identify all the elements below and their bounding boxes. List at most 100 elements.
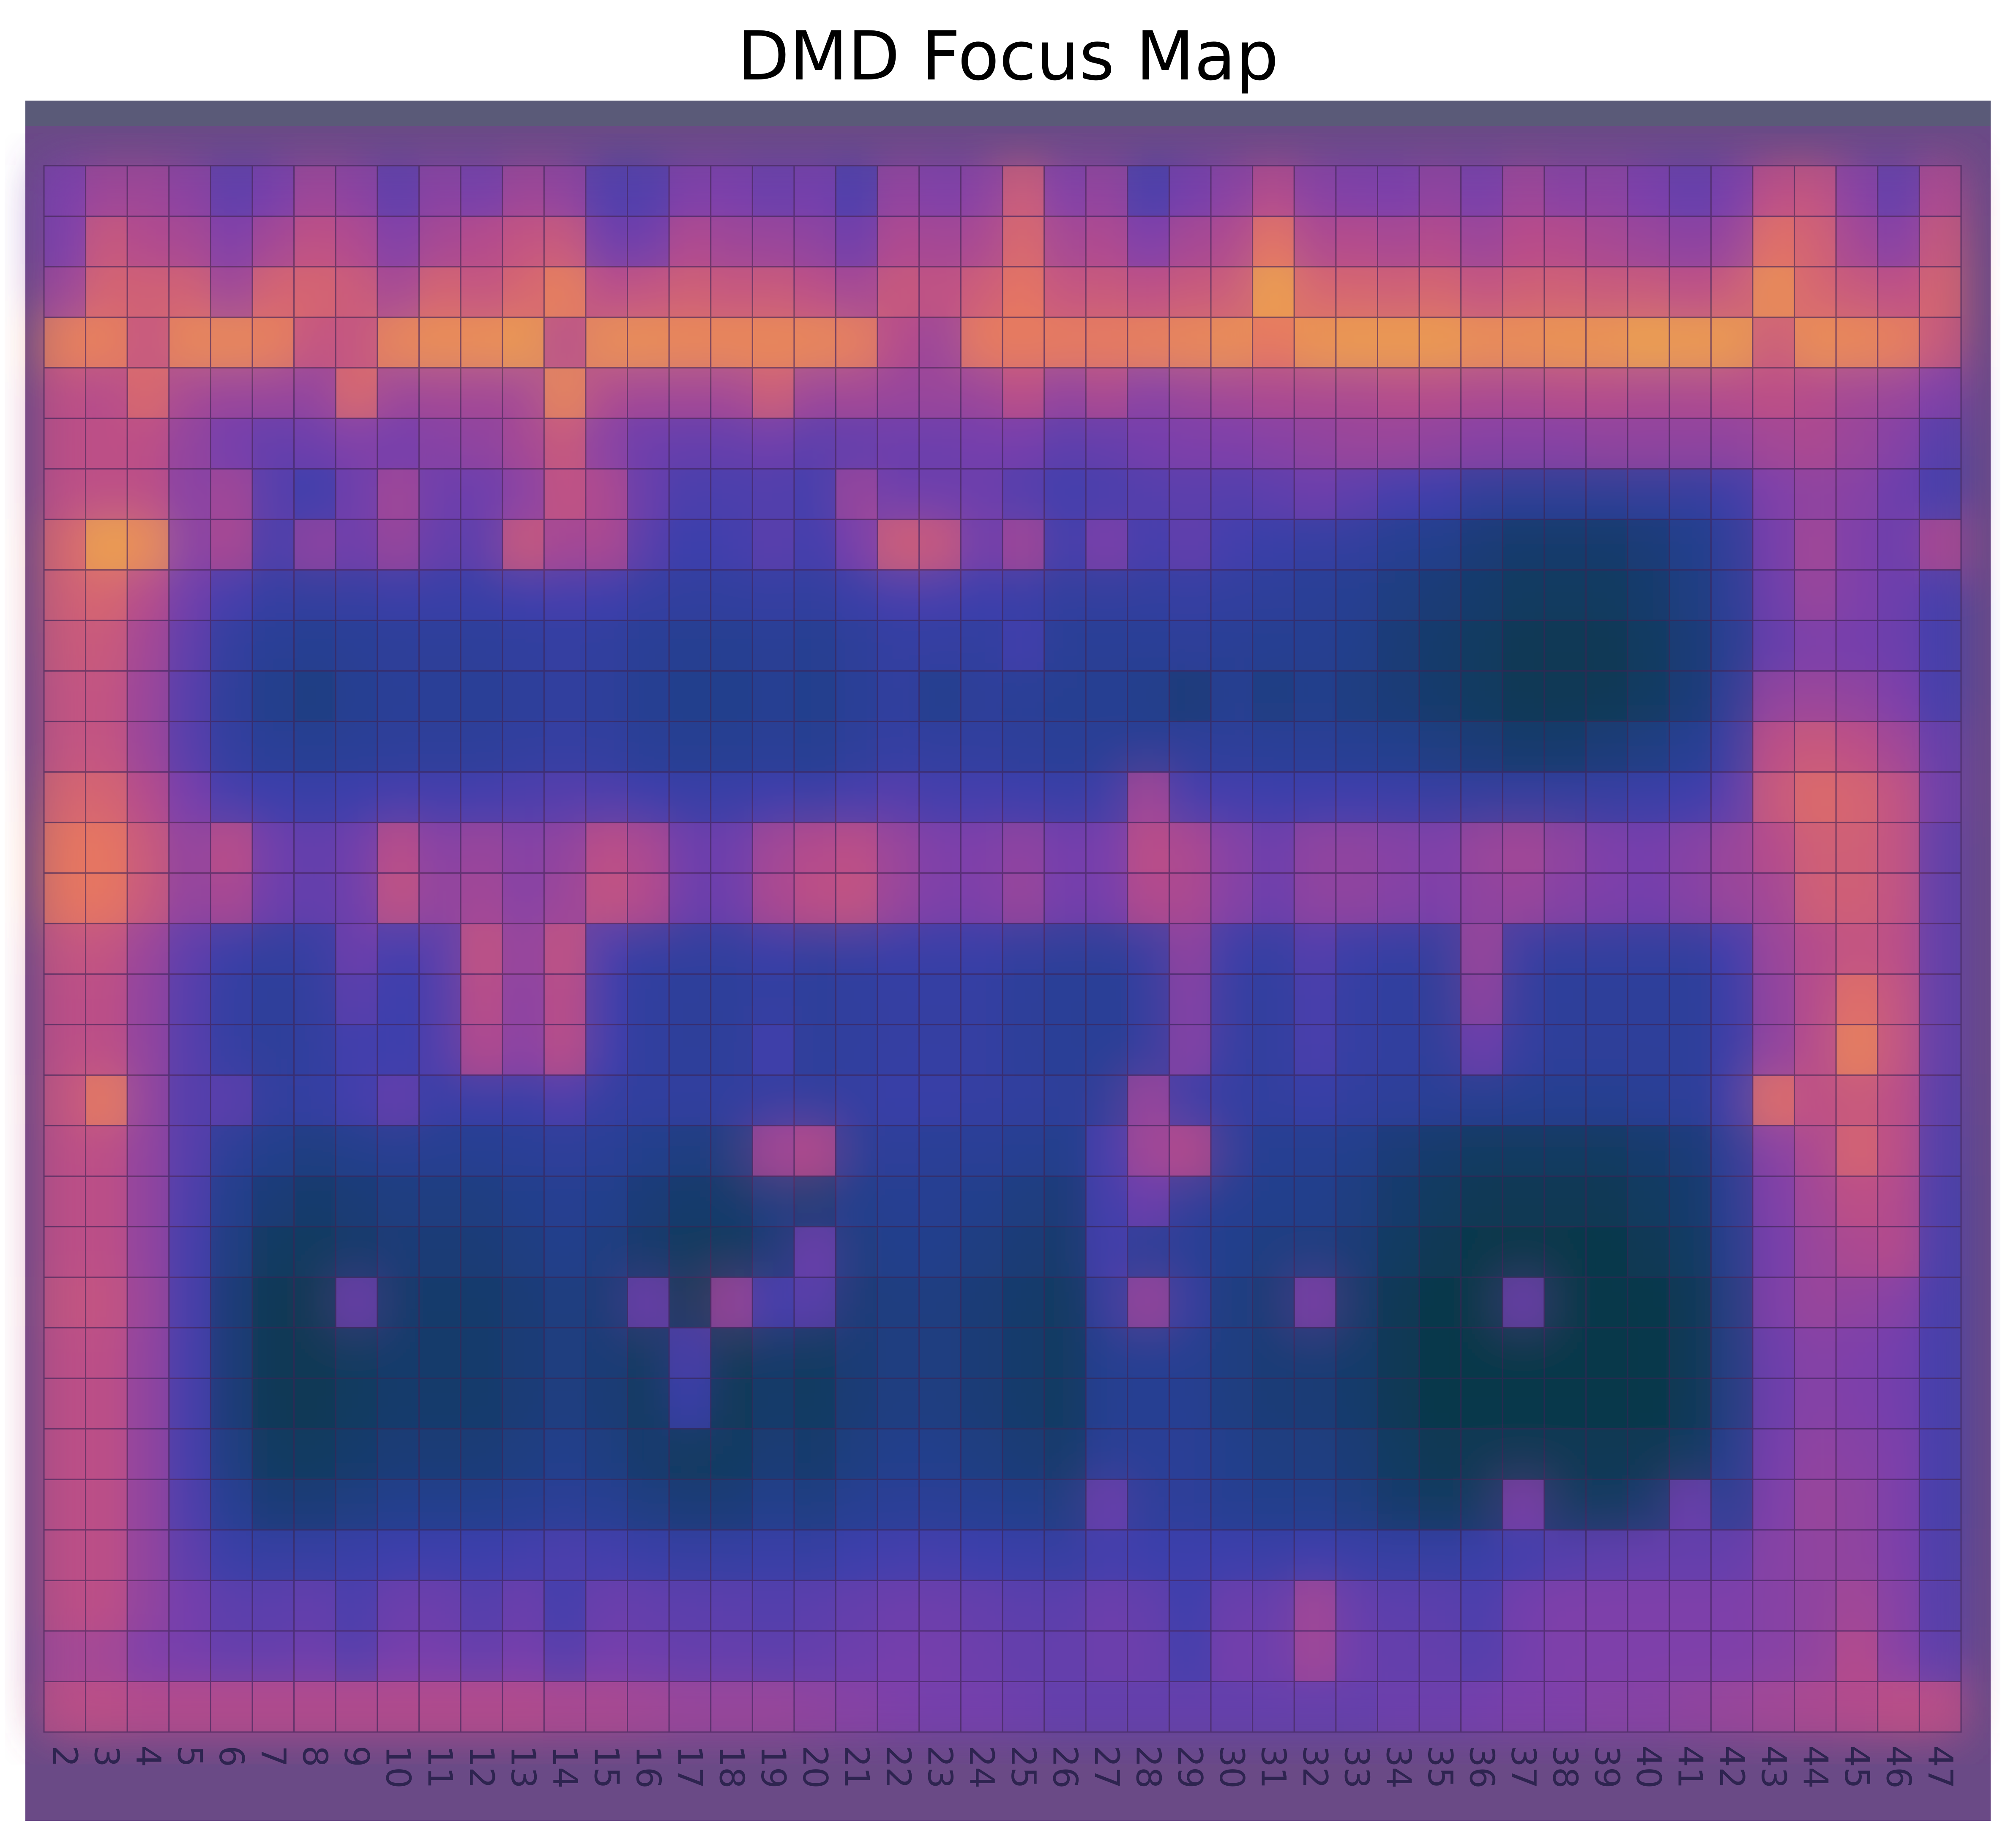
heatmap-cell: [251, 1377, 295, 1430]
heatmap-cell: [877, 923, 920, 975]
heatmap-cell: [710, 266, 753, 318]
heatmap-cell: [793, 1579, 837, 1632]
heatmap-cell: [1127, 1175, 1170, 1228]
heatmap-cell: [835, 923, 878, 975]
heatmap-cell: [668, 620, 712, 672]
heatmap-cell: [1335, 1529, 1378, 1581]
heatmap-cell: [1585, 1327, 1628, 1379]
heatmap-cell: [1794, 519, 1837, 571]
heatmap-cell: [168, 721, 211, 773]
heatmap-cell: [751, 1529, 795, 1581]
heatmap-cell: [1127, 1327, 1170, 1379]
heatmap-cell: [1293, 822, 1337, 874]
heatmap-cell: [43, 1478, 87, 1531]
heatmap-cell: [418, 468, 462, 520]
heatmap-cell: [751, 923, 795, 975]
heatmap-cell: [1252, 165, 1295, 217]
heatmap-cell: [1835, 771, 1879, 823]
heatmap-cell: [1794, 1125, 1837, 1177]
heatmap-cell: [1127, 266, 1170, 318]
heatmap-cell: [1710, 569, 1754, 621]
heatmap-cell: [960, 1125, 1003, 1177]
heatmap-cell: [1877, 266, 1920, 318]
heatmap-cell: [418, 165, 462, 217]
heatmap-cell: [460, 216, 503, 268]
heatmap-cell: [1627, 1226, 1670, 1278]
heatmap-cell: [627, 1024, 670, 1076]
heatmap-cell: [1794, 771, 1837, 823]
heatmap-cell: [1418, 216, 1462, 268]
heatmap-cell: [1044, 216, 1087, 268]
heatmap-cell: [1710, 1226, 1754, 1278]
heatmap-cell: [251, 165, 295, 217]
heatmap-cell: [918, 670, 962, 722]
heatmap-cell: [1752, 1327, 1795, 1379]
heatmap-cell: [1002, 418, 1045, 470]
heatmap-cell: [627, 266, 670, 318]
heatmap-cell: [418, 266, 462, 318]
heatmap-cell: [1293, 1630, 1337, 1682]
heatmap-cell: [1377, 923, 1420, 975]
heatmap-cell: [793, 670, 837, 722]
heatmap-cell: [1252, 1125, 1295, 1177]
heatmap-cell: [1377, 418, 1420, 470]
heatmap-cell: [1335, 367, 1378, 419]
heatmap-cell: [126, 1226, 170, 1278]
heatmap-cell: [793, 1630, 837, 1682]
heatmap-cell: [751, 620, 795, 672]
heatmap-cell: [835, 1074, 878, 1126]
heatmap-cell: [210, 216, 253, 268]
heatmap-cell: [377, 1377, 420, 1430]
heatmap-cell: [1377, 1377, 1420, 1430]
heatmap-cell: [1752, 1276, 1795, 1329]
heatmap-cell: [1085, 317, 1128, 369]
heatmap-cell: [1335, 1630, 1378, 1682]
heatmap-cell: [1252, 1529, 1295, 1581]
heatmap-cell: [418, 519, 462, 571]
heatmap-cell: [377, 872, 420, 924]
heatmap-cell: [543, 1680, 587, 1733]
heatmap-cell: [1710, 1074, 1754, 1126]
heatmap-cell: [1418, 1074, 1462, 1126]
heatmap-cell: [1794, 569, 1837, 621]
heatmap-cell: [1669, 923, 1712, 975]
heatmap-cell: [751, 1175, 795, 1228]
heatmap-cell: [460, 1478, 503, 1531]
heatmap-cell: [1918, 216, 1962, 268]
heatmap-cell: [1918, 1327, 1962, 1379]
heatmap-cell: [835, 266, 878, 318]
heatmap-cell: [1002, 216, 1045, 268]
heatmap-cell: [1835, 1327, 1879, 1379]
heatmap-cell: [1752, 367, 1795, 419]
heatmap-cell: [1918, 569, 1962, 621]
x-tick-label: 43: [1754, 1746, 1793, 1789]
heatmap-cell: [1877, 569, 1920, 621]
heatmap-cell: [835, 569, 878, 621]
heatmap-cell: [293, 771, 336, 823]
heatmap-cell: [1418, 266, 1462, 318]
heatmap-cell: [1293, 670, 1337, 722]
heatmap-cell: [502, 1074, 545, 1126]
heatmap-cell: [877, 1680, 920, 1733]
heatmap-cell: [210, 1327, 253, 1379]
heatmap-cell: [502, 317, 545, 369]
heatmap-cell: [1210, 1630, 1254, 1682]
heatmap-cell: [126, 1529, 170, 1581]
heatmap-cell: [1252, 418, 1295, 470]
heatmap-cell: [1085, 1024, 1128, 1076]
heatmap-cell: [1502, 1276, 1545, 1329]
heatmap-cell: [377, 367, 420, 419]
heatmap-cell: [377, 973, 420, 1025]
heatmap-cell: [543, 973, 587, 1025]
heatmap-cell: [1210, 1529, 1254, 1581]
heatmap-cell: [1127, 1276, 1170, 1329]
heatmap-cell: [585, 519, 628, 571]
heatmap-cell: [335, 519, 378, 571]
heatmap-cell: [1168, 216, 1212, 268]
heatmap-cell: [1585, 670, 1628, 722]
heatmap-cell: [418, 1579, 462, 1632]
heatmap-cell: [1044, 1428, 1087, 1480]
heatmap-cell: [1669, 1428, 1712, 1480]
heatmap-cell: [335, 1226, 378, 1278]
heatmap-cell: [877, 1125, 920, 1177]
